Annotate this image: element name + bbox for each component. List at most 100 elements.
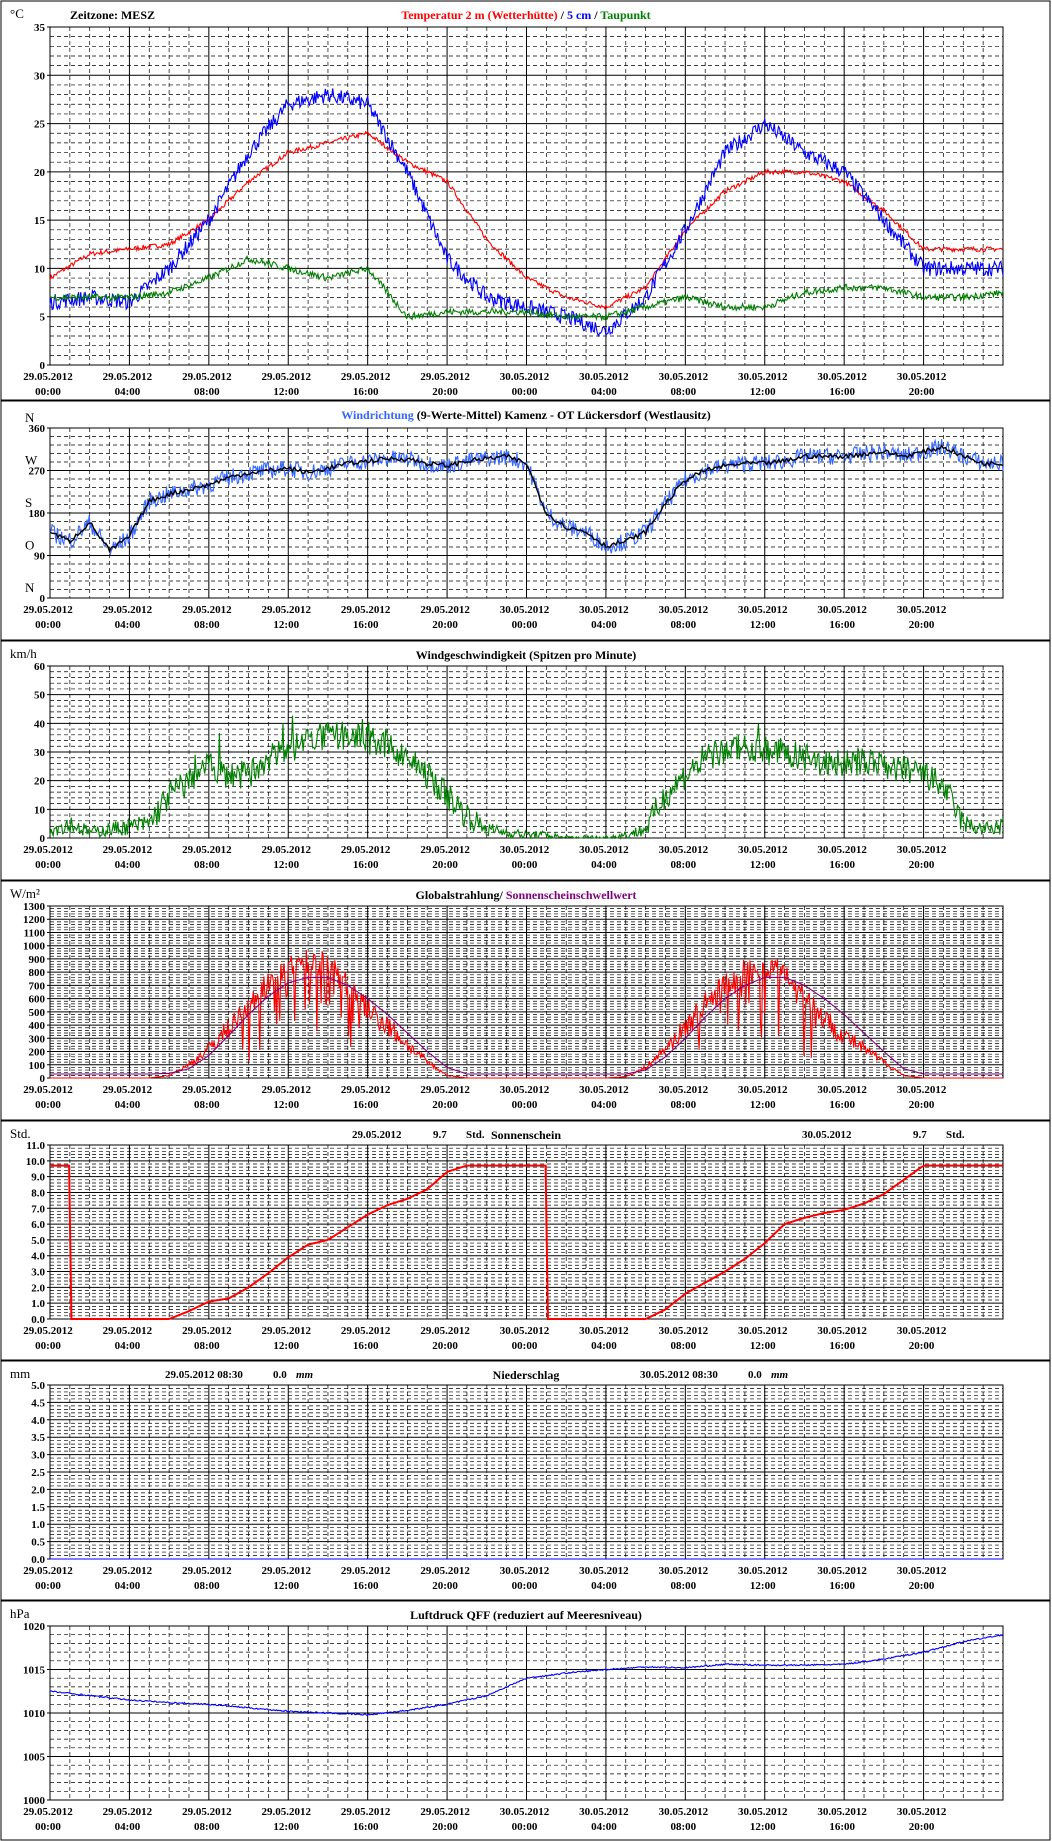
y-tick-label: 10 — [34, 804, 46, 816]
x-tick-time: 00:00 — [512, 1340, 538, 1352]
x-tick-time: 20:00 — [909, 1340, 935, 1352]
x-tick-time: 00:00 — [512, 1821, 538, 1833]
y-tick-label: 1200 — [23, 914, 46, 926]
title-part: Globalstrahlung/ — [415, 888, 505, 902]
y-tick-label: 9.0 — [31, 1172, 45, 1184]
y-tick-label: 1.0 — [31, 1298, 45, 1310]
x-tick-time: 04:00 — [591, 1580, 617, 1592]
x-tick-time: 20:00 — [909, 1099, 935, 1111]
y-tick-label: 1300 — [23, 901, 46, 913]
x-tick-time: 20:00 — [909, 859, 935, 871]
panel-title: Luftdruck QFF (reduziert auf Meeresnivea… — [410, 1608, 642, 1622]
summary-unit: mm — [296, 1369, 314, 1381]
y-tick-label: 2.0 — [31, 1484, 45, 1496]
x-tick-date: 30.05.2012 — [897, 1325, 947, 1337]
title-part: Temperatur 2 m (Wetterhütte) — [401, 8, 557, 22]
panel-title: Windrichtung (9-Werte-Mittel) Kamenz - O… — [341, 408, 711, 422]
title-part: Taupunkt — [600, 8, 650, 22]
title-part: Niederschlag — [493, 1368, 560, 1382]
y-tick-label: 700 — [29, 980, 46, 992]
y-tick-label: 10.0 — [26, 1156, 46, 1168]
x-tick-date: 29.05.2012 — [103, 1325, 153, 1337]
y-tick-label: 25 — [34, 119, 46, 131]
x-tick-time: 16:00 — [353, 859, 379, 871]
x-tick-date: 29.05.2012 — [103, 1806, 153, 1818]
y-tick-label: 35 — [34, 22, 46, 34]
title-part: Luftdruck QFF (reduziert auf Meeresnivea… — [410, 1608, 642, 1622]
x-tick-time: 20:00 — [432, 1821, 458, 1833]
x-tick-time: 04:00 — [115, 1340, 141, 1352]
x-tick-time: 16:00 — [829, 1821, 855, 1833]
x-tick-time: 08:00 — [194, 1821, 220, 1833]
x-tick-date: 29.05.2012 — [182, 1084, 232, 1096]
x-tick-time: 08:00 — [194, 619, 220, 631]
panel-frame — [0, 1600, 1051, 1841]
y-tick-label: 600 — [29, 994, 46, 1006]
x-tick-date: 30.05.2012 — [500, 1806, 550, 1818]
plot-area-border — [49, 665, 1004, 839]
series-mean-line — [49, 444, 1004, 554]
plot-area-border — [49, 427, 1004, 599]
x-tick-time: 08:00 — [194, 859, 220, 871]
x-tick-time: 00:00 — [35, 1340, 61, 1352]
x-tick-date: 29.05.2012 — [420, 1806, 470, 1818]
x-tick-date: 29.05.2012 — [103, 1565, 153, 1577]
compass-label: W — [25, 453, 38, 468]
x-tick-date: 30.05.2012 — [659, 604, 709, 616]
x-tick-time: 16:00 — [353, 1821, 379, 1833]
x-tick-time: 12:00 — [750, 1099, 776, 1111]
x-tick-time: 12:00 — [273, 1340, 299, 1352]
x-tick-time: 16:00 — [353, 619, 379, 631]
x-tick-date: 30.05.2012 — [897, 1565, 947, 1577]
x-tick-time: 16:00 — [353, 1340, 379, 1352]
title-part: Windrichtung — [341, 408, 413, 422]
x-tick-date: 30.05.2012 — [897, 844, 947, 856]
y-tick-label: 100 — [29, 1060, 46, 1072]
y-tick-label: 3.0 — [31, 1450, 45, 1462]
y-unit-label: Std. — [10, 1126, 31, 1141]
y-tick-label: 0.5 — [31, 1537, 45, 1549]
x-tick-date: 30.05.2012 — [659, 1325, 709, 1337]
x-tick-time: 20:00 — [909, 1580, 935, 1592]
x-tick-time: 04:00 — [591, 859, 617, 871]
x-tick-date: 30.05.2012 — [817, 371, 867, 383]
x-tick-date: 30.05.2012 — [659, 371, 709, 383]
x-tick-time: 12:00 — [750, 1821, 776, 1833]
x-tick-time: 16:00 — [829, 1099, 855, 1111]
x-tick-date: 30.05.2012 — [897, 1084, 947, 1096]
x-tick-time: 00:00 — [512, 859, 538, 871]
x-tick-time: 00:00 — [35, 619, 61, 631]
x-tick-time: 04:00 — [115, 1580, 141, 1592]
x-tick-date: 29.05.2012 — [23, 1565, 73, 1577]
panel-title: Temperatur 2 m (Wetterhütte) / 5 cm / Ta… — [401, 8, 650, 22]
x-tick-time: 00:00 — [512, 1580, 538, 1592]
y-tick-label: 1.0 — [31, 1519, 45, 1531]
x-tick-time: 04:00 — [115, 1821, 141, 1833]
x-tick-time: 20:00 — [432, 1099, 458, 1111]
x-tick-time: 16:00 — [829, 386, 855, 398]
x-tick-date: 30.05.2012 — [738, 604, 788, 616]
x-tick-date: 29.05.2012 — [182, 1565, 232, 1577]
x-tick-date: 30.05.2012 — [659, 844, 709, 856]
x-tick-time: 12:00 — [273, 1099, 299, 1111]
compass-label: N — [25, 580, 35, 595]
compass-label: N — [25, 410, 35, 425]
y-tick-label: 3.5 — [31, 1432, 45, 1444]
x-tick-time: 04:00 — [591, 1821, 617, 1833]
y-tick-label: 50 — [34, 690, 46, 702]
y-tick-label: 0 — [40, 833, 46, 845]
x-tick-date: 29.05.2012 — [341, 844, 391, 856]
x-tick-date: 29.05.2012 — [182, 371, 232, 383]
compass-label: O — [25, 538, 34, 553]
x-tick-date: 30.05.2012 — [579, 1325, 629, 1337]
series-line — [50, 949, 1003, 1079]
x-tick-time: 20:00 — [909, 386, 935, 398]
x-tick-time: 12:00 — [273, 1580, 299, 1592]
x-tick-time: 04:00 — [591, 1099, 617, 1111]
y-tick-label: 1000 — [23, 1795, 46, 1807]
x-tick-date: 30.05.2012 — [500, 371, 550, 383]
summary-value: 0.0 — [273, 1369, 287, 1381]
y-tick-label: 1100 — [24, 927, 46, 939]
